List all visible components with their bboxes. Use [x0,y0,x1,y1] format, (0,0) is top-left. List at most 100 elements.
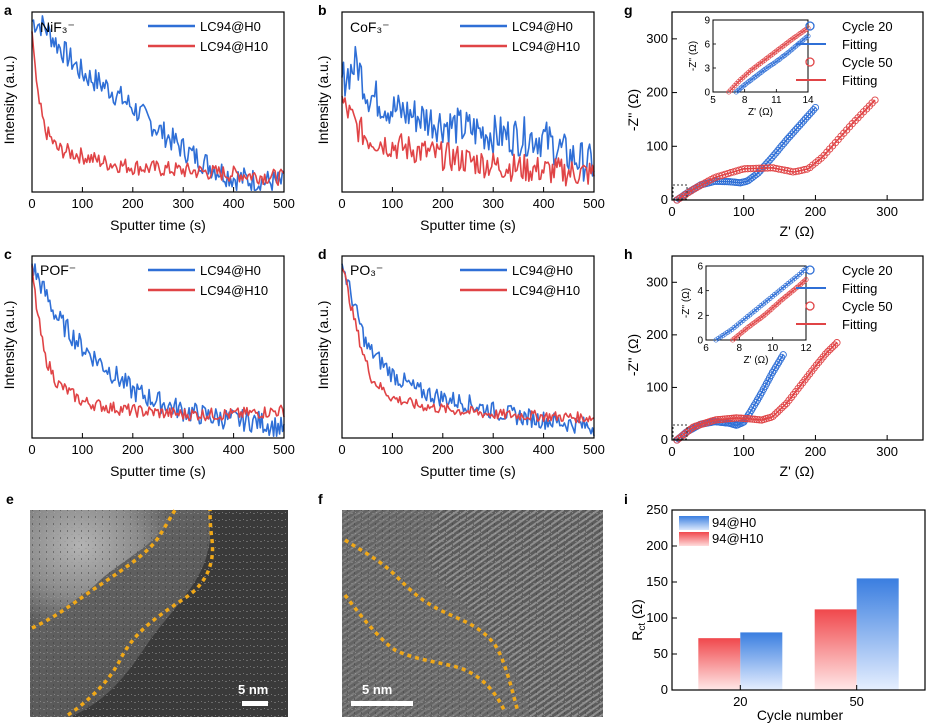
data-point-h0 [801,115,810,123]
panel-c-legend: LC94@H0 LC94@H10 [148,263,268,298]
panel-i-legend: 94@H0 94@H10 [679,515,764,546]
tem-e-boundary-upper [31,509,177,630]
series-line-h0 [341,45,595,182]
x-tick-label: 200 [122,196,144,211]
x-tick-label: 0 [28,442,35,457]
panel-label-h: h [624,246,633,262]
inset-x-tick-label: 14 [802,95,814,106]
legend-text-h10: LC94@H10 [200,283,268,298]
data-point-h0 [811,103,820,112]
data-point-h0 [795,121,804,130]
y-tick-label: 0 [661,192,668,207]
x-tick-label: 400 [223,196,245,211]
legend-text-cycle50: Cycle 50 [842,55,893,70]
data-point-h10 [771,410,779,418]
panel-label-d: d [318,246,327,262]
legend-marker-cycle50 [805,301,815,311]
tem-e-boundary-lower [67,509,215,717]
data-point-h10 [680,430,688,439]
inset-ylabel: -Z'' (Ω) [681,288,692,318]
data-point-h0 [786,132,794,141]
legend-marker-cycle50 [805,57,815,67]
bar-h10-cycle-50 [814,609,857,690]
data-point-h10 [735,166,743,174]
legend-text-h0: LC94@H0 [200,263,261,278]
inset-y-tick-label: 4 [697,286,703,297]
data-point-h10 [776,406,784,414]
panel-b-frame [341,11,595,193]
legend-text-fit50: Fitting [842,317,877,332]
x-tick-label: 300 [482,442,504,457]
y-tick-label: 200 [646,85,668,100]
inset-xlabel: Z' (Ω) [744,355,769,366]
legend-text-h10: LC94@H10 [512,283,580,298]
legend-text-cycle20: Cycle 20 [842,263,893,278]
inset-point-inset_h10 [805,25,811,31]
data-point-h10 [773,408,782,416]
panel-d-annotation: PO₃⁻ [350,262,383,278]
y-tick-label: 100 [646,610,668,625]
y-tick-label: 0 [661,432,668,447]
legend-text-cycle20: Cycle 20 [842,19,893,34]
panel-a-xlabel: Sputter time (s) [110,217,206,233]
panel-d-frame [341,255,595,439]
data-point-h0 [754,169,762,177]
y-tick-label: 200 [646,327,668,342]
inset-y-tick-label: 9 [704,16,710,27]
y-tick-label: 100 [646,138,668,153]
inset-ylabel: -Z'' (Ω) [688,41,699,71]
x-tick-label: 400 [223,442,245,457]
panel-b-chart: b Intensity (a.u.) 0 100 200 300 400 500 Sput… [315,2,605,233]
y-tick-label: 250 [646,502,668,517]
inset-fit-inset_h0 [715,268,807,341]
x-tick-label: 300 [172,196,194,211]
panel-d-chart: d Intensity (a.u.) 0 100 200 300 400 500 Sput… [315,246,605,479]
panel-c-xlabel: Sputter time (s) [110,463,206,479]
data-point-h10 [833,339,841,347]
data-point-h10 [778,403,786,412]
data-point-h0 [766,156,774,164]
panel-d-legend: LC94@H0 LC94@H10 [460,263,580,298]
tem-e-scale-bar [242,701,268,706]
legend-text-fit20: Fitting [842,281,877,296]
x-tick-label: 500 [273,442,295,457]
panel-label-c: c [4,246,12,262]
panel-b-annotation: CoF₃⁻ [350,19,390,35]
legend-text-fit50: Fitting [842,73,877,88]
tem-f-texture [342,510,603,717]
legend-text-fit20: Fitting [842,37,877,52]
data-point-h0 [784,135,792,143]
x-tick-label: 200 [432,442,454,457]
legend-text-h10: LC94@H10 [200,39,268,54]
panel-g-xlabel: Z' (Ω) [780,223,815,239]
data-point-h10 [826,345,834,354]
legend-swatch-h0 [679,516,709,530]
panel-label-g: g [624,2,633,18]
inset-point-inset_h0 [789,46,795,53]
x-tick-label: 100 [72,442,94,457]
y-tick-label: 300 [646,274,668,289]
legend-text-h0: LC94@H0 [512,263,573,278]
legend-text-cycle50: Cycle 50 [842,299,893,314]
data-point-h0 [797,119,806,127]
inset-point-inset_h10 [797,281,804,288]
data-point-h0 [776,144,784,152]
y-tick-label: 100 [646,379,668,394]
inset-point-inset_h10 [803,277,809,283]
inset-frame [712,19,809,93]
x-tick-label: 200 [122,442,144,457]
legend-text-h0: LC94@H0 [512,19,573,34]
x-tick-label: 300 [876,204,898,219]
inset-xlabel: Z' (Ω) [748,107,773,118]
panel-g-legend: Cycle 20 Fitting Cycle 50 Fitting [796,19,893,88]
legend-marker-cycle20 [805,265,815,275]
inset-point-inset_h0 [805,33,811,39]
data-point-h10 [831,341,839,349]
inset-fit-inset_h0 [735,35,809,93]
panel-i-chart: i Rct (Ω) 0 50 100 150 200 250 20 50 Cycle numb… [624,491,926,723]
panel-a-frame [31,11,285,193]
panel-h-inset: 6 8 10 12 0 2 4 6 Z' (Ω) -Z'' (Ω) [681,262,812,367]
panel-g-chart: g -Z'' (Ω) 0 100 200 300 0 100 200 300 Z' (Ω) 5… [624,2,924,239]
data-point-h10 [821,350,830,358]
